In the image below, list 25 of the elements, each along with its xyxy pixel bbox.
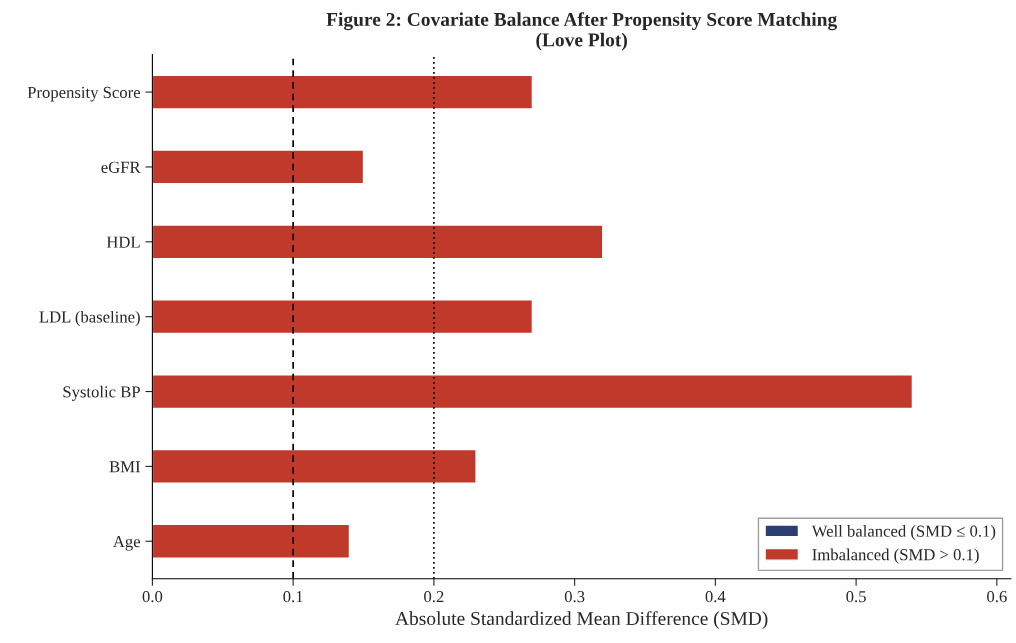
bar (152, 299, 534, 335)
y-tick-label: BMI (109, 461, 141, 473)
bar (152, 224, 604, 260)
bar (152, 523, 351, 559)
x-tick-label: 0.2 (424, 590, 444, 603)
chart-title: Figure 2: Covariate Balance After Propensity Score Matching (Love Plot) (326, 12, 838, 51)
x-tick-label: 0.3 (564, 590, 585, 603)
bar (152, 374, 914, 410)
x-tick-label: 0.1 (283, 590, 303, 603)
y-tick-label: Systolic BP (63, 385, 140, 401)
x-tick-label: 0.0 (142, 590, 163, 603)
y-tick-label: LDL (baseline) (39, 310, 140, 327)
x-tick-label: 0.4 (705, 590, 726, 603)
x-axis-title: Absolute Standardized Mean Difference (SMD) (395, 611, 768, 630)
x-tick-label: 0.6 (987, 590, 1007, 603)
y-tick-label: HDL (106, 236, 140, 248)
bar (152, 74, 534, 110)
legend-label: Imbalanced (SMD > 0.1) (812, 548, 979, 564)
bar (152, 149, 365, 185)
legend-label: Well balanced (SMD ≤ 0.1) (811, 525, 996, 541)
bar (152, 448, 477, 484)
y-tick-label: Propensity Score (27, 86, 141, 102)
y-tick-label: eGFR (101, 161, 141, 173)
y-tick-label: Age (112, 536, 141, 551)
x-tick-label: 0.5 (846, 590, 866, 603)
